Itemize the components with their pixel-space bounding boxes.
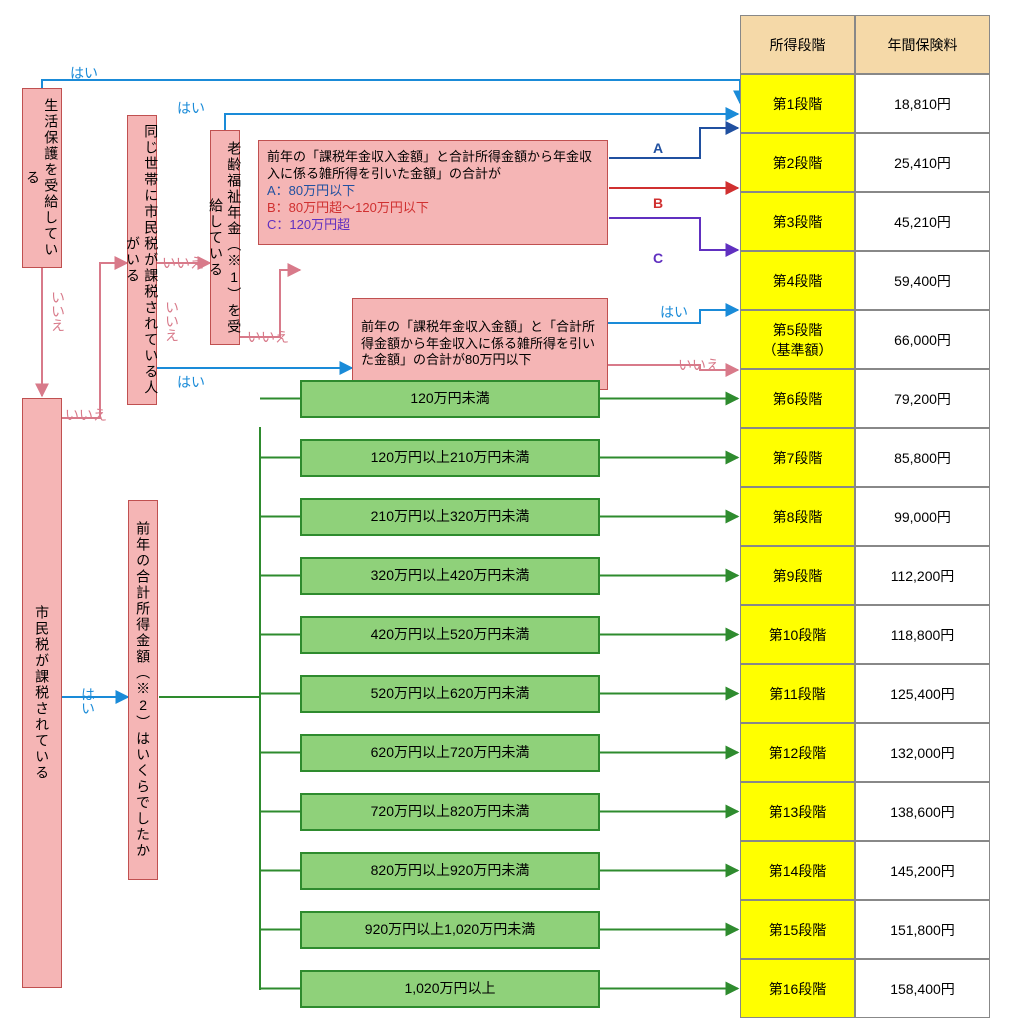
table-stage-1: 第1段階 [740, 74, 855, 133]
pension-text: 老齢福祉年金（※1）を受給している [207, 135, 243, 340]
table-stage-13: 第13段階 [740, 782, 855, 841]
label-yes-2: はい [177, 98, 205, 118]
income-range-10: 920万円以上1,020万円未満 [300, 911, 600, 949]
table-fee-9: 112,200円 [855, 546, 990, 605]
table-fee-15: 151,800円 [855, 900, 990, 959]
table-fee-5: 66,000円 [855, 310, 990, 369]
table-stage-11: 第11段階 [740, 664, 855, 723]
table-stage-10: 第10段階 [740, 605, 855, 664]
condition-b: B：80万円超～120万円以下 [267, 200, 599, 217]
pension-box: 老齢福祉年金（※1）を受給している [210, 130, 240, 345]
income-range-1: 120万円未満 [300, 380, 600, 418]
table-stage-5: 第5段階 （基準額） [740, 310, 855, 369]
table-fee-11: 125,400円 [855, 664, 990, 723]
label-no-3: いいえ [162, 253, 204, 273]
condition-c: C：120万円超 [267, 217, 599, 234]
table-stage-12: 第12段階 [740, 723, 855, 782]
label-B: B [653, 195, 663, 211]
table-fee-2: 25,410円 [855, 133, 990, 192]
condition-box-abc: 前年の「課税年金収入金額」と合計所得金額から年金収入に係る雑所得を引いた金額」の… [258, 140, 608, 245]
prev-income-text: 前年の合計所得金額（※2）はいくらでしたか [134, 521, 152, 859]
table-stage-8: 第8段階 [740, 487, 855, 546]
income-range-5: 420万円以上520万円未満 [300, 616, 600, 654]
condition-line1: 前年の「課税年金収入金額」と合計所得金額から年金収入に係る雑所得を引いた金額」の… [267, 149, 599, 183]
table-header-stage: 所得段階 [740, 15, 855, 74]
table-fee-8: 99,000円 [855, 487, 990, 546]
income-range-9: 820万円以上920万円未満 [300, 852, 600, 890]
table-fee-6: 79,200円 [855, 369, 990, 428]
welfare-box: 生活保護を受給している [22, 88, 62, 268]
label-no-4: いいえ [162, 300, 182, 342]
self-tax-text: 市民税が課税されている [33, 605, 51, 781]
income-range-4: 320万円以上420万円未満 [300, 557, 600, 595]
table-fee-16: 158,400円 [855, 959, 990, 1018]
table-stage-2: 第2段階 [740, 133, 855, 192]
income-range-8: 720万円以上820万円未満 [300, 793, 600, 831]
table-stage-15: 第15段階 [740, 900, 855, 959]
table-stage-3: 第3段階 [740, 192, 855, 251]
table-stage-4: 第4段階 [740, 251, 855, 310]
condition2-text: 前年の「課税年金収入金額」と「合計所得金額から年金収入に係る雑所得を引いた金額」… [361, 319, 599, 370]
label-no-2: いいえ [65, 405, 107, 425]
label-no-5: いいえ [247, 327, 289, 347]
table-stage-7: 第7段階 [740, 428, 855, 487]
income-range-11: 1,020万円以上 [300, 970, 600, 1008]
welfare-text: 生活保護を受給している [24, 93, 60, 263]
table-header-fee: 年間保険料 [855, 15, 990, 74]
label-yes-1: はい [70, 63, 98, 83]
label-A: A [653, 140, 663, 156]
self-tax-box: 市民税が課税されている [22, 398, 62, 988]
income-range-7: 620万円以上720万円未満 [300, 734, 600, 772]
table-fee-10: 118,800円 [855, 605, 990, 664]
household-tax-text: 同じ世帯に市民税が課税されている人がいる [124, 120, 160, 400]
condition-a: A：80万円以下 [267, 183, 599, 200]
table-stage-14: 第14段階 [740, 841, 855, 900]
table-fee-1: 18,810円 [855, 74, 990, 133]
table-fee-7: 85,800円 [855, 428, 990, 487]
table-fee-12: 132,000円 [855, 723, 990, 782]
table-stage-16: 第16段階 [740, 959, 855, 1018]
table-fee-4: 59,400円 [855, 251, 990, 310]
table-stage-9: 第9段階 [740, 546, 855, 605]
label-no-1: いいえ [48, 290, 68, 332]
label-C: C [653, 250, 663, 266]
table-stage-6: 第6段階 [740, 369, 855, 428]
label-yes-4: はい [660, 302, 688, 322]
condition-box-80: 前年の「課税年金収入金額」と「合計所得金額から年金収入に係る雑所得を引いた金額」… [352, 298, 608, 390]
label-yes-5: はい [78, 687, 98, 715]
income-range-2: 120万円以上210万円未満 [300, 439, 600, 477]
prev-income-box: 前年の合計所得金額（※2）はいくらでしたか [128, 500, 158, 880]
table-fee-13: 138,600円 [855, 782, 990, 841]
table-fee-3: 45,210円 [855, 192, 990, 251]
income-range-3: 210万円以上320万円未満 [300, 498, 600, 536]
household-tax-box: 同じ世帯に市民税が課税されている人がいる [127, 115, 157, 405]
label-no-6: いいえ [678, 355, 720, 375]
income-range-6: 520万円以上620万円未満 [300, 675, 600, 713]
label-yes-3: はい [177, 372, 205, 392]
table-fee-14: 145,200円 [855, 841, 990, 900]
